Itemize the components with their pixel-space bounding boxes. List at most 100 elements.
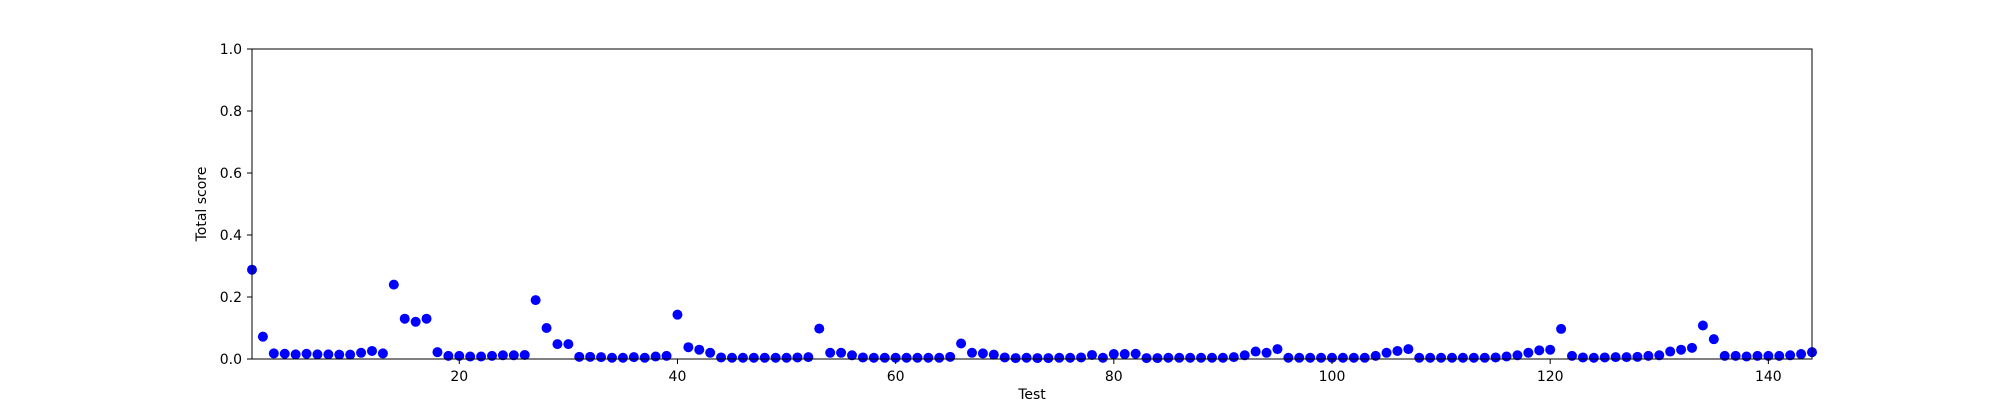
data-point xyxy=(1414,352,1425,363)
data-point xyxy=(1676,344,1687,355)
data-point xyxy=(847,350,857,361)
data-point xyxy=(1152,353,1163,364)
data-point xyxy=(1087,349,1097,360)
data-point xyxy=(716,352,727,363)
data-point xyxy=(1687,342,1697,353)
data-point xyxy=(1076,352,1087,363)
data-point xyxy=(476,351,487,362)
data-point xyxy=(1621,352,1632,363)
y-axis-label: Total score xyxy=(194,167,210,243)
data-point xyxy=(530,295,541,306)
data-point xyxy=(257,331,268,342)
data-point xyxy=(1610,352,1621,363)
data-point xyxy=(628,352,639,363)
data-point xyxy=(1479,352,1490,363)
data-point xyxy=(661,350,672,361)
data-point xyxy=(1163,352,1174,363)
data-point xyxy=(1130,348,1141,359)
x-tick-label: 40 xyxy=(669,369,687,385)
data-point xyxy=(857,352,868,363)
data-point xyxy=(1217,352,1228,363)
data-point xyxy=(1796,349,1807,360)
data-point xyxy=(1741,351,1752,362)
data-point xyxy=(727,352,737,363)
data-point xyxy=(737,352,748,363)
data-point xyxy=(1763,350,1774,361)
plot-area-frame xyxy=(251,48,1813,360)
data-point xyxy=(1185,352,1196,363)
data-point xyxy=(1370,350,1381,361)
data-point xyxy=(585,351,596,362)
data-point xyxy=(890,352,901,363)
y-tick-label: 0.6 xyxy=(220,166,242,182)
data-point xyxy=(988,349,999,360)
data-point xyxy=(901,352,912,363)
data-point xyxy=(1065,352,1076,363)
x-tick-label: 120 xyxy=(1537,369,1564,385)
y-tick-label: 0.2 xyxy=(220,290,242,306)
data-point xyxy=(1567,350,1577,361)
data-point xyxy=(1316,352,1327,363)
data-point xyxy=(367,345,377,356)
data-point xyxy=(1239,350,1250,361)
data-point xyxy=(421,313,432,324)
data-point xyxy=(1141,353,1152,364)
data-point xyxy=(1730,350,1741,361)
data-point xyxy=(1305,352,1316,363)
data-point xyxy=(410,316,421,327)
data-point xyxy=(268,348,279,359)
data-point xyxy=(748,352,759,363)
data-point xyxy=(1577,352,1588,363)
data-point xyxy=(1054,352,1065,363)
y-tick-label: 1.0 xyxy=(220,42,242,58)
data-point xyxy=(312,349,323,360)
data-point xyxy=(1785,350,1796,361)
data-point xyxy=(1588,352,1599,363)
data-point xyxy=(356,347,367,358)
data-point xyxy=(1327,352,1337,363)
data-point xyxy=(1654,350,1665,361)
data-point xyxy=(683,342,694,353)
data-point xyxy=(825,347,836,358)
data-point xyxy=(1643,350,1654,361)
data-point xyxy=(497,350,508,361)
data-point xyxy=(443,350,454,361)
data-point xyxy=(999,352,1010,363)
data-point xyxy=(1392,345,1403,356)
data-point xyxy=(388,279,399,290)
data-point xyxy=(1512,350,1523,361)
data-point xyxy=(1425,352,1436,363)
data-point xyxy=(596,352,607,363)
data-point xyxy=(759,352,770,363)
data-point xyxy=(956,338,967,349)
data-point xyxy=(639,352,650,363)
x-tick-label: 60 xyxy=(887,369,905,385)
y-tick-label: 0.4 xyxy=(220,228,242,244)
x-tick-label: 100 xyxy=(1319,369,1346,385)
data-point xyxy=(803,352,814,363)
data-point xyxy=(781,352,792,363)
data-point xyxy=(650,351,661,362)
data-point xyxy=(1545,344,1556,355)
y-axis-ticks: 0.0 0.2 0.4 0.6 0.8 1.0 xyxy=(220,42,252,368)
data-point xyxy=(508,350,519,361)
data-point xyxy=(1501,351,1512,362)
data-point xyxy=(923,352,934,363)
data-point xyxy=(345,349,356,360)
data-points xyxy=(247,264,1817,364)
data-point xyxy=(1490,352,1501,363)
data-point xyxy=(487,350,497,361)
data-point xyxy=(1021,352,1032,363)
data-point xyxy=(770,352,781,363)
data-point xyxy=(792,352,803,363)
data-point xyxy=(1752,350,1763,361)
data-point xyxy=(879,352,890,363)
y-tick-label: 0.8 xyxy=(220,104,242,120)
data-point xyxy=(617,352,628,363)
data-point xyxy=(1534,345,1545,356)
data-point xyxy=(814,323,825,334)
data-point xyxy=(377,348,388,359)
data-point xyxy=(912,352,923,363)
data-point xyxy=(399,313,410,324)
